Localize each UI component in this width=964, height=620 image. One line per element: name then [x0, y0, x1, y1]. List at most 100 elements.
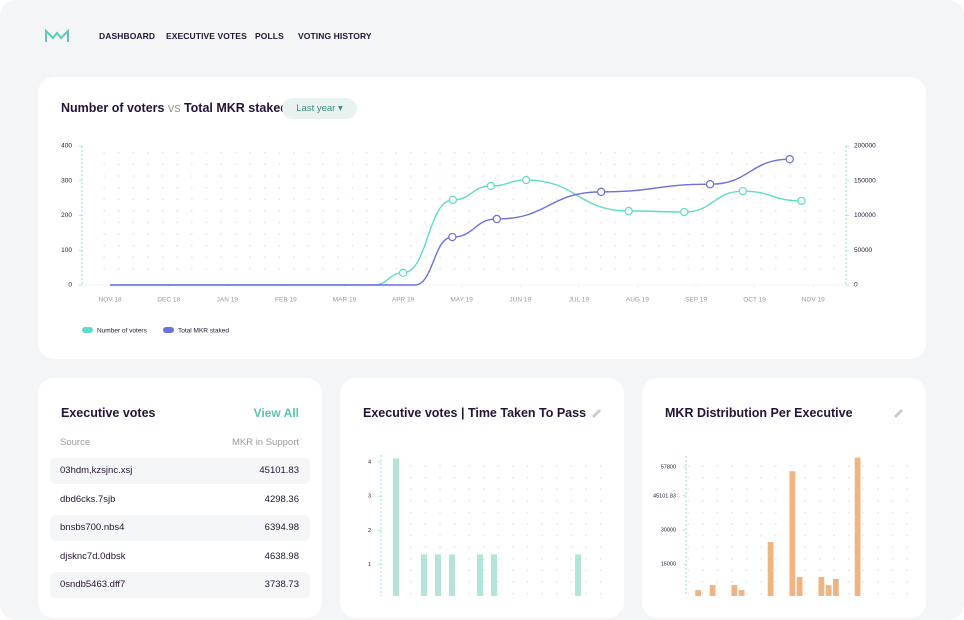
bar — [854, 457, 861, 596]
x-tick-label: JAN 19 — [217, 297, 239, 304]
y-tick-label: 4 — [368, 459, 371, 465]
charts: 0 100 200 300 400 0 50000 100000 150000 200000 NOV… — [61, 143, 908, 596]
y-tick-label: 3 — [368, 494, 371, 500]
y-tick-label: 300 — [61, 177, 72, 184]
view-all-link[interactable]: View All — [253, 406, 299, 420]
y-tick-label: 200 — [61, 212, 72, 219]
bar — [731, 585, 738, 596]
bar — [818, 576, 825, 596]
table-cell: 3738.73 — [264, 579, 299, 590]
table-row[interactable]: bnsbs700.nbs4 6394.98 — [50, 515, 310, 541]
column-header: Source — [60, 437, 91, 448]
bar — [449, 554, 455, 596]
bar — [435, 554, 441, 596]
y-tick-label: 2 — [368, 528, 371, 534]
y-tick-label: 1 — [368, 562, 371, 568]
legend-label: Number of voters — [97, 328, 148, 335]
x-tick-label: MAY 19 — [450, 297, 473, 304]
bar — [767, 542, 774, 596]
edit-icon[interactable] — [894, 409, 903, 418]
table-cell: 6394.98 — [264, 522, 299, 533]
point — [448, 232, 457, 242]
y2-tick-label: 50000 — [854, 247, 872, 254]
chart-title: MKR Distribution Per Executive — [665, 406, 853, 420]
bar — [421, 554, 427, 596]
table-cell: 0sndb5463.dff7 — [60, 579, 126, 590]
x-tick-label: NOV 19 — [802, 297, 826, 304]
y-tick-label: 0 — [68, 282, 72, 289]
y2-tick-label: 0 — [854, 282, 858, 289]
y2-tick-label: 150000 — [854, 177, 876, 184]
bar — [575, 554, 581, 596]
edit-icon[interactable] — [592, 409, 601, 418]
x-tick-label: SEP 19 — [685, 297, 707, 304]
title-part: Number of voters — [61, 101, 165, 115]
bar — [695, 590, 702, 596]
legend-swatch — [82, 327, 93, 333]
y-tick-label: 45101.83 — [653, 493, 676, 499]
nav-item[interactable]: DASHBOARD — [99, 31, 156, 41]
x-tick-label: JUN 19 — [509, 297, 531, 304]
table-row[interactable]: 0sndb5463.dff7 3738.73 — [50, 572, 310, 598]
y-tick-label: 30000 — [661, 528, 676, 534]
point — [521, 175, 531, 185]
bar — [477, 554, 483, 596]
bar — [832, 578, 839, 596]
table-title: Executive votes — [61, 406, 156, 420]
title-part: Total MKR staked — [183, 101, 288, 115]
y2-tick-label: 200000 — [854, 143, 876, 150]
bar — [825, 585, 832, 596]
title-part: vs — [167, 101, 181, 115]
bar — [738, 590, 745, 596]
legend-swatch — [163, 327, 174, 333]
point — [486, 181, 496, 191]
point — [705, 180, 715, 189]
table-cell: bnsbs700.nbs4 — [60, 522, 125, 533]
dot-grid — [100, 146, 840, 276]
x-tick-label: NOV 18 — [99, 297, 123, 304]
table-cell: 4298.36 — [264, 493, 299, 505]
table-cell: djsknc7d.0dbsk — [60, 550, 126, 562]
y2-tick-label: 100000 — [854, 212, 876, 219]
legend-label: Total MKR staked — [178, 328, 229, 335]
y-tick-label: 57800 — [661, 465, 676, 471]
y-tick-label: 15000 — [661, 561, 676, 567]
point — [492, 214, 502, 224]
x-tick-label: DEC 18 — [157, 297, 180, 304]
x-tick-label: JUL 19 — [569, 297, 590, 304]
table-row[interactable]: djsknc7d.0dbsk 4638.98 — [50, 543, 310, 570]
logo[interactable] — [45, 29, 69, 43]
table-cell: 03hdm,kzsjnc.xsj — [60, 465, 133, 476]
bar — [789, 471, 796, 596]
filter-dropdown[interactable]: Last year ▾ — [282, 98, 357, 119]
y-tick-label: 100 — [61, 247, 72, 254]
point — [680, 207, 689, 217]
chart-title: Executive votes | Time Taken To Pass — [363, 406, 587, 420]
y-tick-label: 400 — [61, 143, 72, 150]
nav-item[interactable]: VOTING HISTORY — [298, 31, 372, 41]
table-cell: 4638.98 — [264, 550, 299, 562]
x-tick-label: APR 19 — [392, 297, 415, 304]
nav-item[interactable]: POLLS — [255, 31, 284, 41]
point — [448, 195, 458, 205]
nav-item[interactable]: EXECUTIVE VOTES — [166, 31, 247, 41]
point — [785, 155, 794, 164]
point — [624, 206, 633, 216]
table-cell: dbd6cks.7sjb — [60, 493, 116, 505]
table-cell: 45101.83 — [259, 465, 299, 476]
chart-title: Number of voters vs Total MKR staked — [61, 101, 288, 115]
x-tick-label: FEB 19 — [275, 297, 297, 304]
bar — [393, 458, 399, 596]
point — [398, 268, 408, 278]
dot-grid — [688, 458, 908, 596]
table-row[interactable]: dbd6cks.7sjb 4298.36 — [50, 486, 310, 513]
bar — [491, 554, 497, 596]
point — [596, 187, 606, 197]
x-tick-label: OCT 19 — [743, 297, 766, 304]
filter-label: Last year — [296, 103, 336, 114]
x-tick-label: MAR 19 — [333, 297, 357, 304]
point — [738, 186, 748, 196]
x-tick-label: AUG 19 — [626, 297, 650, 304]
table-row[interactable]: 03hdm,kzsjnc.xsj 45101.83 — [50, 458, 310, 484]
